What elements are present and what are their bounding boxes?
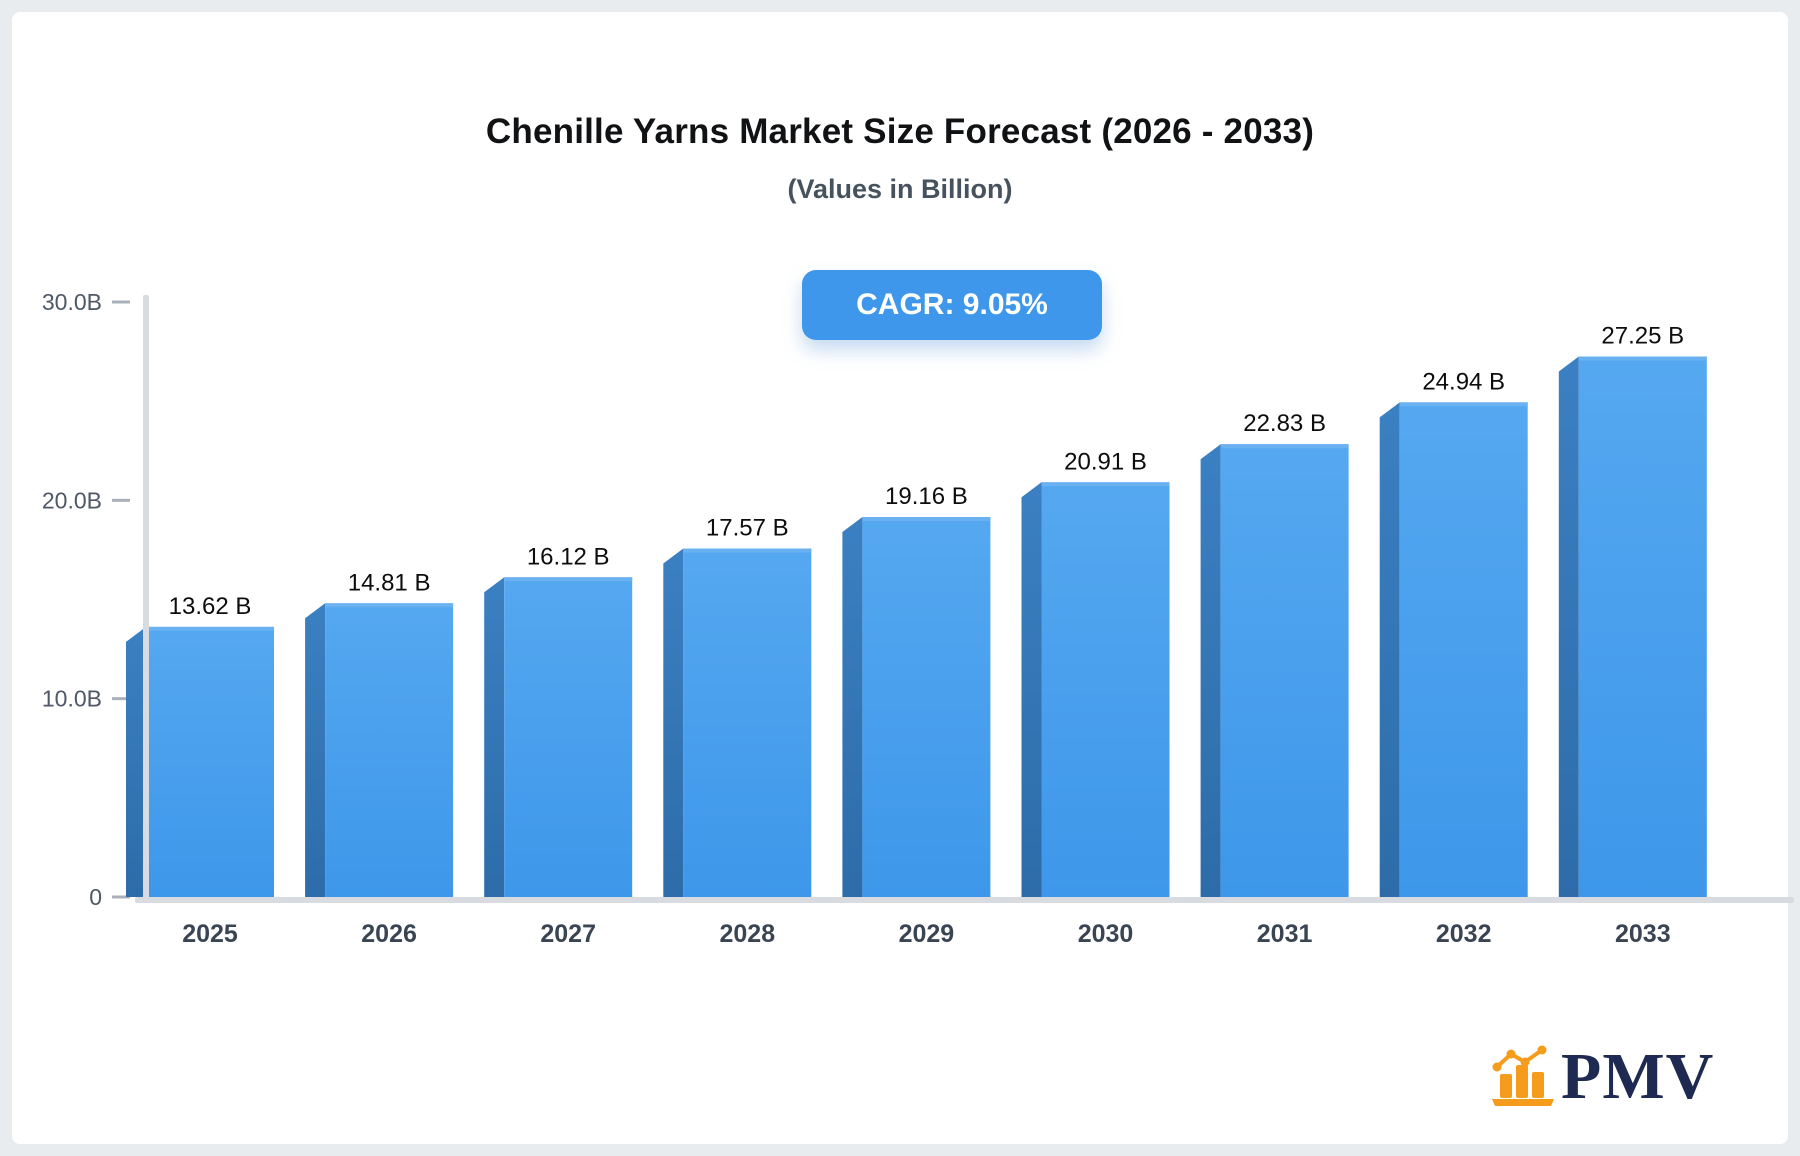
- bar-value-label: 19.16 B: [885, 483, 968, 510]
- bar-side-face: [1379, 402, 1400, 897]
- chart-subtitle: (Values in Billion): [787, 174, 1013, 204]
- bar-top-highlight: [1220, 444, 1349, 449]
- y-tick-label: 20.0B: [42, 487, 102, 513]
- x-category-label: 2029: [899, 920, 955, 948]
- x-axis-line: [135, 897, 1794, 903]
- x-category-label: 2025: [182, 920, 238, 948]
- y-tick-label: 30.0B: [42, 289, 102, 315]
- bar-top-highlight: [862, 516, 991, 521]
- bar-front-face: [504, 577, 633, 897]
- brand-logo-text: PMV: [1561, 1040, 1715, 1114]
- y-tick-label: 0: [89, 884, 102, 910]
- y-tick-label: 10.0B: [42, 686, 102, 712]
- bar-top-highlight: [1578, 356, 1707, 361]
- bars-group: 13.62 B 14.81 B 16.12 B 17.57 B 19.16 B 20.91…: [126, 323, 1707, 898]
- bar-2025: 13.62 B: [126, 593, 274, 897]
- bar-value-label: 17.57 B: [706, 515, 789, 542]
- bar-2027: 16.12 B: [484, 543, 633, 897]
- bar-2026: 14.81 B: [305, 569, 454, 897]
- y-tick-mark: [112, 697, 130, 701]
- bar-value-label: 16.12 B: [527, 543, 610, 570]
- x-category-label: 2033: [1615, 920, 1671, 948]
- x-category-label: 2030: [1078, 920, 1134, 948]
- axes-group: [135, 295, 1794, 903]
- pmv-logo-icon: [1492, 1045, 1554, 1106]
- bar-front-face: [325, 603, 454, 897]
- bar-value-label: 14.81 B: [348, 569, 431, 596]
- bar-front-face: [1041, 482, 1170, 897]
- chart-title: Chenille Yarns Market Size Forecast (202…: [485, 112, 1315, 151]
- bar-top-highlight: [325, 603, 454, 608]
- bar-top-highlight: [1399, 402, 1528, 407]
- bar-top-highlight: [504, 577, 633, 582]
- bar-2032: 24.94 B: [1379, 368, 1528, 897]
- y-tick-mark: [112, 300, 130, 304]
- y-tick-mark: [112, 895, 130, 899]
- chart-canvas: 0 10.0B 20.0B 30.0B 13.62 B 14.81 B 16.12 B 17…: [42, 289, 1794, 948]
- bar-2033: 27.25 B: [1558, 323, 1707, 898]
- bar-top-highlight: [146, 626, 274, 631]
- bar-value-label: 24.94 B: [1422, 368, 1505, 395]
- bar-front-face: [1220, 444, 1349, 897]
- bar-2029: 19.16 B: [842, 483, 991, 897]
- bar-side-face: [484, 577, 505, 897]
- bar-front-face: [683, 548, 812, 897]
- bar-side-face: [126, 626, 146, 897]
- bar-side-face: [842, 516, 863, 897]
- bar-top-highlight: [1041, 482, 1170, 487]
- bar-side-face: [663, 548, 684, 897]
- cagr-badge: CAGR: 9.05%: [802, 270, 1102, 340]
- bar-2031: 22.83 B: [1200, 410, 1349, 897]
- bar-2030: 20.91 B: [1021, 448, 1170, 897]
- bar-value-label: 22.83 B: [1243, 410, 1326, 437]
- x-category-label: 2028: [719, 920, 775, 948]
- bar-side-face: [305, 603, 326, 897]
- bar-value-label: 13.62 B: [169, 593, 252, 620]
- chart-card: Chenille Yarns Market Size Forecast (202…: [12, 12, 1794, 1144]
- bar-side-face: [1021, 482, 1042, 897]
- y-tick-mark: [112, 498, 130, 502]
- x-category-label: 2027: [540, 920, 596, 948]
- x-category-label: 2026: [361, 920, 417, 948]
- bar-front-face: [1578, 356, 1707, 898]
- bar-value-label: 20.91 B: [1064, 448, 1147, 475]
- bar-front-face: [862, 516, 991, 897]
- x-category-label: 2032: [1436, 920, 1492, 948]
- brand-logo: PMV: [1490, 1040, 1715, 1114]
- bar-value-label: 27.25 B: [1601, 323, 1684, 350]
- x-category-label: 2031: [1257, 920, 1313, 948]
- y-axis-line: [143, 295, 149, 903]
- y-axis-ticks: 0 10.0B 20.0B 30.0B: [42, 289, 130, 910]
- bar-front-face: [1399, 402, 1528, 897]
- bar-side-face: [1558, 356, 1579, 898]
- x-axis-labels: 2025 2026 2027 2028 2029 2030 2031 2032 2033: [182, 920, 1670, 948]
- bar-side-face: [1200, 444, 1221, 897]
- bar-top-highlight: [683, 548, 812, 553]
- bar-2028: 17.57 B: [663, 515, 812, 897]
- bar-front-face: [146, 626, 274, 897]
